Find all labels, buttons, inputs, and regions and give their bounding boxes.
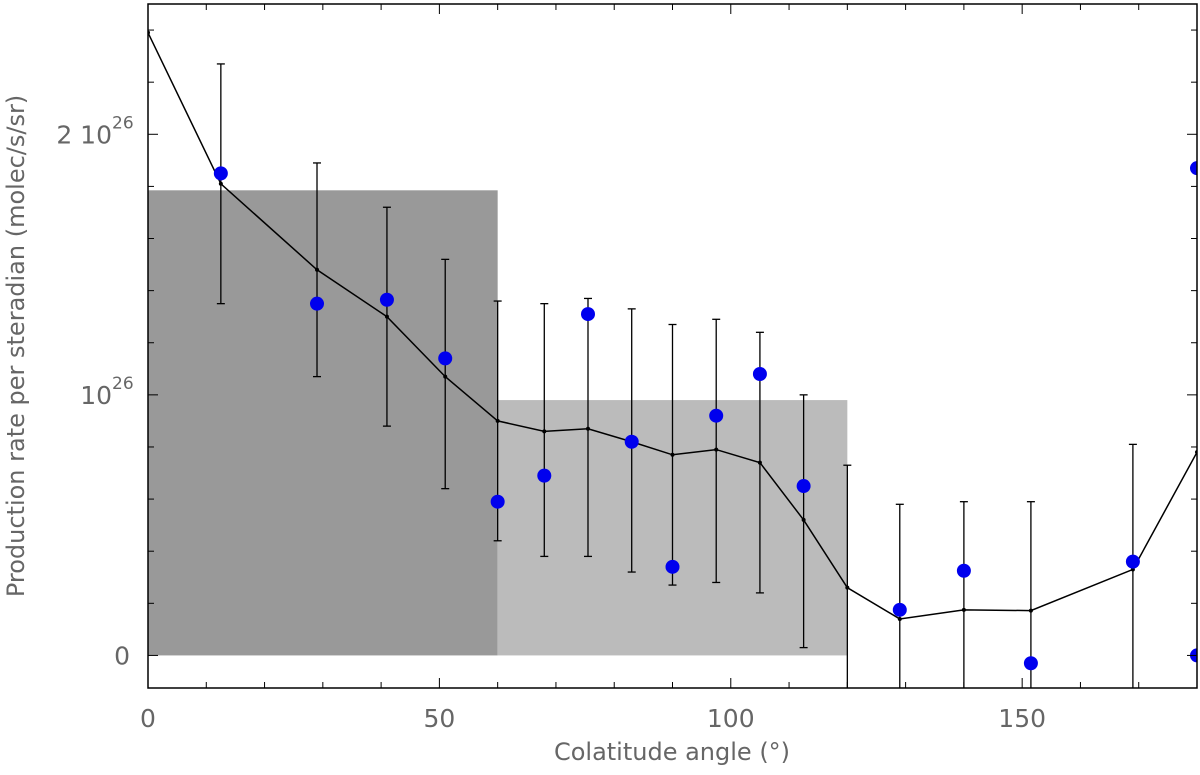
model-point <box>218 181 223 186</box>
model-point <box>495 418 500 423</box>
observed-point <box>752 367 767 382</box>
y-tick-label: 0 <box>114 641 130 670</box>
y-tick-label: 2 10 <box>56 120 112 149</box>
model-point <box>542 429 547 434</box>
observed-point <box>709 408 724 423</box>
x-tick-label: 150 <box>998 704 1046 733</box>
x-axis-label: Colatitude angle (°) <box>554 738 790 766</box>
axis-ticks <box>147 4 1198 688</box>
observed-point <box>580 307 595 322</box>
model-point <box>801 517 806 522</box>
observed-point <box>213 166 228 181</box>
model-point <box>315 267 320 272</box>
y-tick-exponent: 26 <box>112 113 134 133</box>
observed-series <box>213 161 1197 671</box>
model-point <box>585 426 590 431</box>
model-point <box>670 452 675 457</box>
model-point <box>845 585 850 590</box>
observed-point <box>1125 554 1140 569</box>
x-tick-label: 100 <box>707 704 755 733</box>
observed-point <box>624 434 639 449</box>
band-1 <box>148 190 498 656</box>
observed-point <box>796 479 811 494</box>
observed-point <box>1190 161 1197 176</box>
model-series <box>148 30 1197 621</box>
observed-point <box>892 602 907 617</box>
y-tick-label: 10 <box>80 381 112 410</box>
observed-point <box>490 494 505 509</box>
observed-point <box>379 292 394 307</box>
model-point <box>961 607 966 612</box>
model-point <box>757 460 762 465</box>
observed-point <box>310 296 325 311</box>
y-tick-exponent: 26 <box>112 374 134 394</box>
model-point <box>897 616 902 621</box>
x-tick-label: 50 <box>423 704 455 733</box>
model-point <box>443 374 448 379</box>
observed-point <box>956 563 971 578</box>
y-axis-label: Production rate per steradian (molec/s/s… <box>2 95 30 597</box>
observed-point <box>537 468 552 483</box>
observed-point <box>1023 656 1038 671</box>
model-point <box>384 314 389 319</box>
model-point <box>714 447 719 452</box>
observed-point <box>665 559 680 574</box>
model-point <box>1028 608 1033 613</box>
x-tick-label: 0 <box>140 704 156 733</box>
observed-point <box>438 351 453 366</box>
